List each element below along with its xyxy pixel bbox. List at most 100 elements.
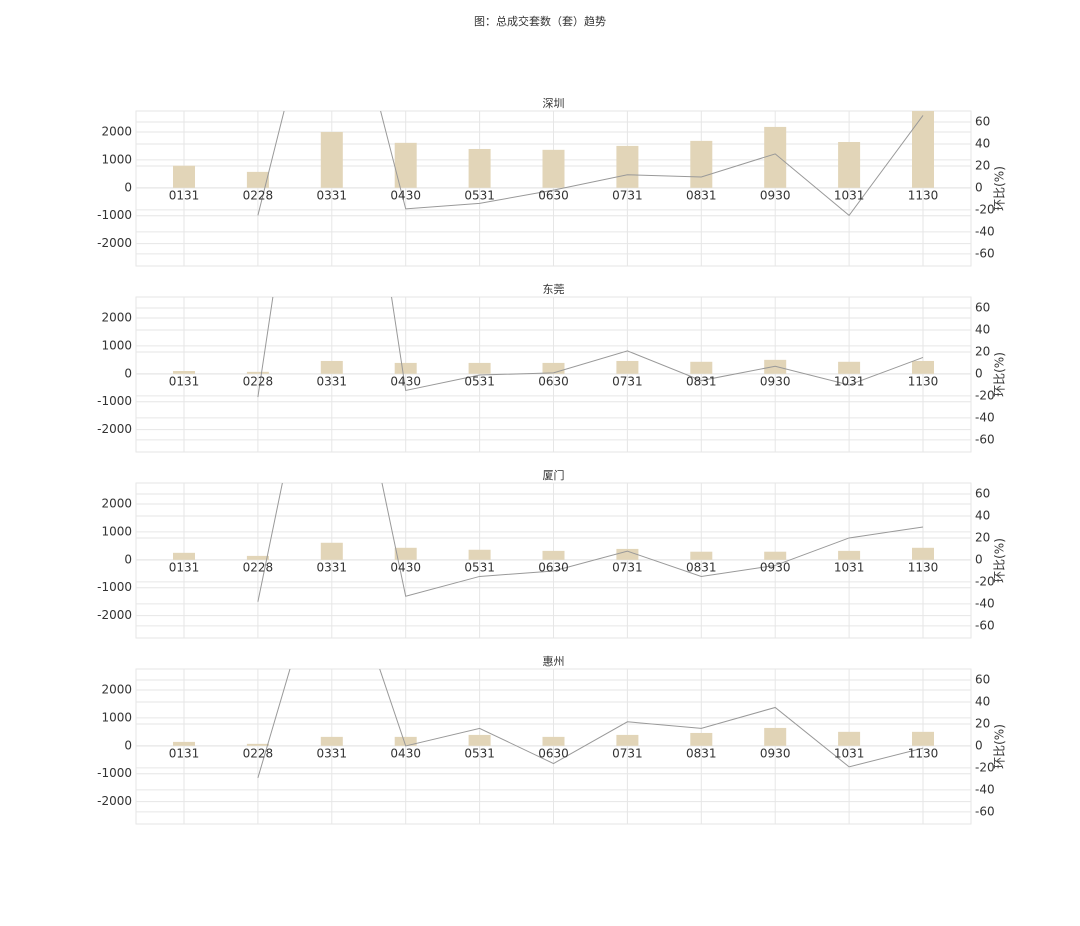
bar: [320, 736, 343, 746]
x-tick-label: 0228: [243, 560, 274, 574]
x-tick-label: 0531: [464, 746, 495, 760]
y2-tick-label: -40: [975, 782, 995, 796]
subplot-title: 惠州: [543, 654, 565, 668]
y2-tick-label: -40: [975, 410, 995, 424]
line: [257, 297, 924, 398]
bar: [616, 145, 639, 188]
bar: [173, 371, 195, 374]
y2-tick-label: 0: [975, 366, 983, 380]
y2-axis-label: 环比(%): [993, 724, 1007, 769]
bar: [838, 550, 861, 560]
x-tick-label: 0430: [390, 746, 421, 760]
y-tick-label: 0: [124, 552, 132, 566]
y-tick-label: 1000: [101, 710, 132, 724]
x-tick-label: 0930: [760, 746, 791, 760]
y2-tick-label: -40: [975, 224, 995, 238]
subplot: 深圳 -2000 -1000 0 1000 2000 -60 -40 -20 0 20 40 60 环比(…: [97, 97, 1007, 267]
y2-tick-label: 0: [975, 738, 983, 752]
y2-tick-label: 20: [975, 716, 990, 730]
y-tick-label: -2000: [97, 608, 132, 622]
plot-area: [173, 297, 934, 398]
bar: [246, 171, 269, 188]
bar: [616, 548, 639, 560]
y-tick-label: -1000: [97, 208, 132, 222]
y2-tick-label: -60: [975, 804, 995, 818]
bar: [468, 549, 491, 560]
y2-tick-label: 40: [975, 694, 990, 708]
bar: [394, 736, 417, 746]
bar: [320, 542, 343, 560]
y2-tick-label: 60: [975, 300, 990, 314]
x-tick-label: 0331: [317, 188, 348, 202]
bar: [246, 743, 269, 746]
bar: [542, 550, 565, 560]
y2-tick-label: 60: [975, 486, 990, 500]
bar: [394, 547, 417, 560]
y2-tick-label: 20: [975, 530, 990, 544]
bar: [542, 362, 565, 374]
subplot-title: 深圳: [543, 97, 565, 110]
subplot: 东莞 -2000 -1000 0 1000 2000 -60 -40 -20 0 20 40 60 环比(…: [97, 283, 1007, 453]
y2-tick-label: 60: [975, 114, 990, 128]
bar: [468, 362, 491, 374]
y2-axis-label: 环比(%): [993, 352, 1007, 397]
x-tick-label: 0331: [317, 374, 348, 388]
x-tick-label: 0131: [169, 560, 200, 574]
bar: [394, 362, 417, 374]
y-tick-label: 0: [124, 738, 132, 752]
subplot-title: 东莞: [543, 283, 565, 296]
bar: [616, 360, 639, 374]
x-tick-label: 0831: [686, 560, 717, 574]
plot-area: [173, 111, 934, 217]
x-tick-label: 1130: [908, 188, 939, 202]
y-tick-label: 1000: [101, 338, 132, 352]
x-tick-label: 0531: [464, 560, 495, 574]
y2-tick-label: -20: [975, 760, 995, 774]
x-tick-label: 0731: [612, 188, 643, 202]
y-tick-label: -1000: [97, 394, 132, 408]
bar: [468, 148, 491, 188]
x-tick-label: 0731: [612, 374, 643, 388]
bar: [764, 126, 787, 188]
y-tick-label: -1000: [97, 580, 132, 594]
y2-tick-label: 0: [975, 180, 983, 194]
y-tick-label: 0: [124, 180, 132, 194]
x-tick-label: 0228: [243, 746, 274, 760]
y-tick-label: 1000: [101, 524, 132, 538]
x-tick-label: 0228: [243, 374, 274, 388]
x-tick-label: 0430: [390, 374, 421, 388]
y2-tick-label: 60: [975, 672, 990, 686]
bar: [468, 734, 491, 746]
bar: [320, 360, 343, 374]
bar: [394, 142, 417, 188]
x-tick-label: 0331: [317, 746, 348, 760]
y-tick-label: 2000: [101, 682, 132, 696]
bar: [542, 149, 565, 188]
bar: [542, 736, 565, 746]
bar: [173, 741, 195, 746]
page-title: 图：总成交套数（套）趋势: [474, 14, 606, 28]
y2-axis-label: 环比(%): [993, 166, 1007, 211]
bar: [764, 359, 787, 374]
x-tick-label: 0731: [612, 746, 643, 760]
y-tick-label: 2000: [101, 124, 132, 138]
x-tick-label: 0131: [169, 746, 200, 760]
x-tick-label: 0930: [760, 560, 791, 574]
y2-tick-label: -20: [975, 202, 995, 216]
bar: [173, 165, 195, 188]
x-tick-label: 1130: [908, 560, 939, 574]
bar: [173, 552, 195, 560]
x-tick-label: 0930: [760, 374, 791, 388]
y2-tick-label: 40: [975, 508, 990, 522]
line: [257, 483, 924, 602]
y2-tick-label: 20: [975, 344, 990, 358]
y2-tick-label: 0: [975, 552, 983, 566]
x-tick-label: 0430: [390, 188, 421, 202]
subplot: 惠州 -2000 -1000 0 1000 2000 -60 -40 -20 0 20 40 60 环比(…: [97, 654, 1007, 825]
plot-area: [173, 669, 934, 778]
bar: [246, 371, 269, 374]
x-tick-label: 1130: [908, 746, 939, 760]
bar: [764, 727, 787, 746]
y-tick-label: -2000: [97, 422, 132, 436]
